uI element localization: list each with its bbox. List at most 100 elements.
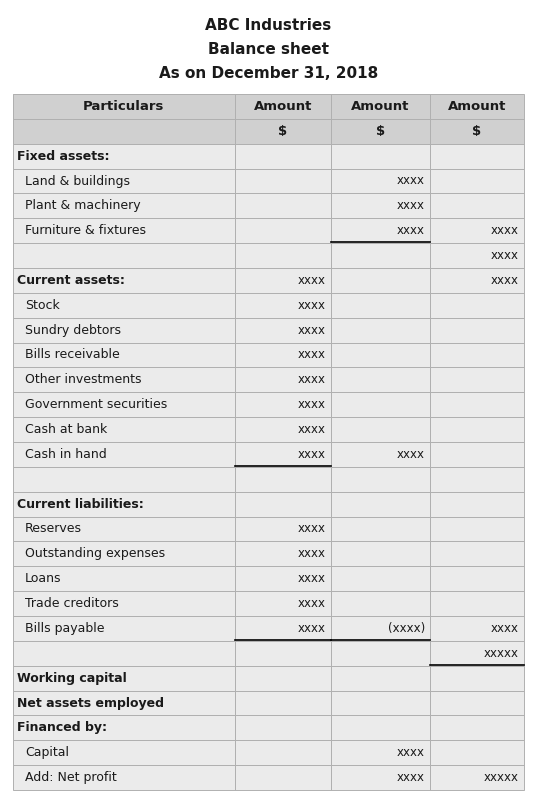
Bar — [430, 193, 524, 218]
Bar — [13, 368, 235, 392]
Text: xxxx: xxxx — [298, 448, 326, 461]
Text: xxxx: xxxx — [298, 572, 326, 585]
Bar — [331, 243, 430, 268]
Bar — [235, 740, 331, 765]
Bar — [331, 293, 430, 318]
Text: Land & buildings: Land & buildings — [25, 174, 130, 188]
Bar — [430, 467, 524, 492]
Bar — [331, 417, 430, 442]
Bar — [13, 318, 235, 342]
Text: xxxx: xxxx — [397, 199, 425, 213]
Bar — [331, 566, 430, 591]
Bar — [331, 665, 430, 691]
Bar — [430, 716, 524, 740]
Bar — [13, 243, 235, 268]
Text: Capital: Capital — [25, 746, 69, 759]
Text: xxxx: xxxx — [298, 373, 326, 386]
Text: Fixed assets:: Fixed assets: — [17, 150, 110, 162]
Bar — [235, 293, 331, 318]
Bar — [235, 665, 331, 691]
Bar — [331, 492, 430, 517]
Bar — [235, 193, 331, 218]
Text: Stock: Stock — [25, 298, 60, 312]
Bar — [331, 716, 430, 740]
Bar — [430, 765, 524, 790]
Bar — [13, 517, 235, 541]
Bar — [430, 492, 524, 517]
Bar — [235, 144, 331, 169]
Bar — [430, 94, 524, 119]
Bar — [235, 417, 331, 442]
Bar — [331, 193, 430, 218]
Bar — [235, 144, 331, 169]
Bar — [235, 94, 331, 119]
Text: Particulars: Particulars — [83, 100, 165, 113]
Bar — [235, 716, 331, 740]
Text: Trade creditors: Trade creditors — [25, 597, 119, 610]
Bar — [430, 392, 524, 417]
Bar — [235, 243, 331, 268]
Bar — [235, 368, 331, 392]
Bar — [235, 541, 331, 566]
Bar — [331, 616, 430, 641]
Bar — [13, 293, 235, 318]
Bar — [430, 119, 524, 144]
Bar — [235, 218, 331, 243]
Text: $: $ — [278, 125, 287, 138]
Bar — [13, 740, 235, 765]
Bar — [13, 318, 235, 342]
Bar — [235, 665, 331, 691]
Text: Outstanding expenses: Outstanding expenses — [25, 548, 165, 560]
Bar — [430, 417, 524, 442]
Text: xxxx: xxxx — [397, 746, 425, 759]
Bar — [331, 492, 430, 517]
Bar — [331, 716, 430, 740]
Text: Financed by:: Financed by: — [17, 721, 107, 735]
Bar — [235, 417, 331, 442]
Text: xxxx: xxxx — [397, 771, 425, 784]
Bar — [13, 641, 235, 665]
Bar — [13, 616, 235, 641]
Bar — [331, 342, 430, 368]
Bar — [430, 641, 524, 665]
Bar — [13, 218, 235, 243]
Bar — [13, 665, 235, 691]
Bar — [430, 591, 524, 616]
Bar — [235, 492, 331, 517]
Bar — [235, 616, 331, 641]
Bar — [430, 119, 524, 144]
Bar — [235, 392, 331, 417]
Bar — [235, 691, 331, 716]
Bar — [430, 541, 524, 566]
Bar — [430, 318, 524, 342]
Bar — [430, 566, 524, 591]
Bar — [430, 94, 524, 119]
Bar — [331, 218, 430, 243]
Bar — [331, 368, 430, 392]
Bar — [13, 665, 235, 691]
Bar — [430, 144, 524, 169]
Bar — [331, 342, 430, 368]
Text: xxxx: xxxx — [298, 298, 326, 312]
Text: Amount: Amount — [448, 100, 506, 113]
Bar — [430, 467, 524, 492]
Text: xxxx: xxxx — [397, 224, 425, 237]
Bar — [430, 665, 524, 691]
Bar — [331, 616, 430, 641]
Bar — [430, 442, 524, 467]
Bar — [235, 368, 331, 392]
Bar — [13, 417, 235, 442]
Bar — [13, 392, 235, 417]
Bar — [13, 243, 235, 268]
Bar — [430, 342, 524, 368]
Bar — [331, 541, 430, 566]
Bar — [13, 740, 235, 765]
Bar — [13, 716, 235, 740]
Text: Loans: Loans — [25, 572, 62, 585]
Bar — [235, 442, 331, 467]
Bar — [235, 318, 331, 342]
Bar — [430, 591, 524, 616]
Bar — [430, 218, 524, 243]
Text: xxxx: xxxx — [491, 249, 519, 262]
Bar — [430, 368, 524, 392]
